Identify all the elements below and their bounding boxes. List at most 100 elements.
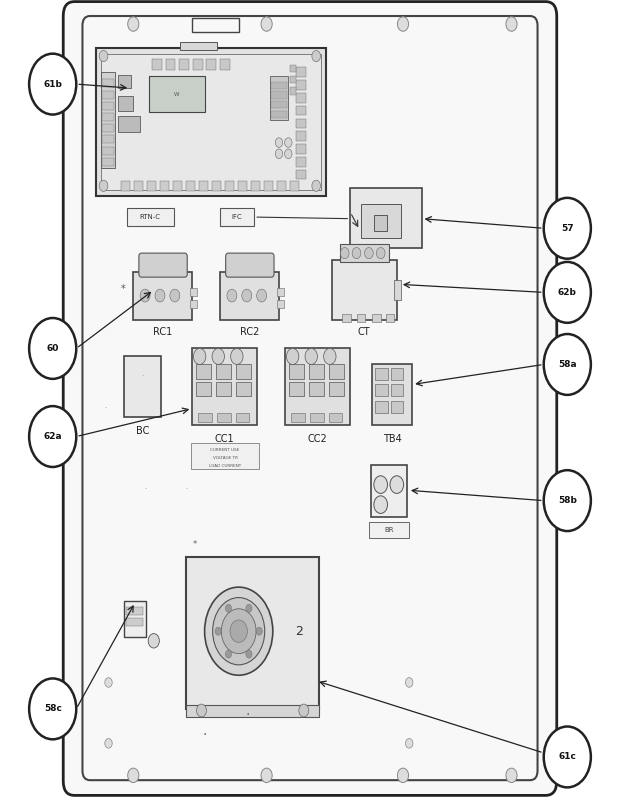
Bar bbox=[160, 181, 169, 191]
Bar bbox=[190, 288, 197, 296]
Bar bbox=[296, 80, 306, 90]
Circle shape bbox=[148, 634, 159, 648]
Bar bbox=[371, 465, 407, 517]
Text: ·: · bbox=[104, 405, 107, 412]
Bar bbox=[186, 557, 319, 709]
Bar bbox=[350, 188, 422, 248]
Text: *: * bbox=[120, 284, 125, 294]
Bar bbox=[375, 400, 388, 413]
Circle shape bbox=[29, 406, 76, 467]
Circle shape bbox=[374, 476, 388, 493]
Circle shape bbox=[261, 17, 272, 31]
Bar bbox=[102, 79, 114, 87]
Bar bbox=[271, 82, 287, 89]
Text: CURRENT USE: CURRENT USE bbox=[210, 449, 240, 452]
Circle shape bbox=[246, 604, 252, 612]
Circle shape bbox=[226, 650, 232, 658]
Bar bbox=[101, 54, 321, 190]
Bar bbox=[264, 181, 273, 191]
Text: IFC: IFC bbox=[232, 214, 242, 220]
Circle shape bbox=[29, 54, 76, 115]
Text: 62a: 62a bbox=[43, 432, 62, 441]
Bar bbox=[290, 181, 299, 191]
FancyBboxPatch shape bbox=[139, 253, 187, 277]
Circle shape bbox=[285, 138, 292, 147]
Bar bbox=[329, 413, 342, 422]
Bar bbox=[391, 400, 403, 413]
Circle shape bbox=[544, 470, 591, 531]
Text: 57: 57 bbox=[561, 223, 574, 233]
Text: TB4: TB4 bbox=[383, 434, 402, 444]
Bar bbox=[372, 314, 381, 322]
Bar bbox=[271, 101, 287, 108]
Bar bbox=[124, 356, 161, 417]
Circle shape bbox=[197, 704, 206, 717]
Bar bbox=[149, 76, 205, 112]
Bar bbox=[217, 413, 231, 422]
Bar bbox=[180, 42, 217, 50]
Bar bbox=[296, 144, 306, 154]
Circle shape bbox=[405, 739, 413, 748]
Bar bbox=[296, 106, 306, 115]
Text: 58c: 58c bbox=[44, 704, 61, 714]
Bar bbox=[342, 314, 351, 322]
Text: 61c: 61c bbox=[559, 752, 576, 762]
Circle shape bbox=[246, 650, 252, 658]
Circle shape bbox=[275, 138, 283, 147]
Bar bbox=[199, 181, 208, 191]
Bar bbox=[291, 413, 305, 422]
Bar bbox=[192, 18, 239, 32]
Text: LOAD CURRENT: LOAD CURRENT bbox=[209, 465, 241, 468]
Bar bbox=[225, 181, 234, 191]
Circle shape bbox=[155, 289, 165, 302]
Circle shape bbox=[105, 739, 112, 748]
Bar bbox=[186, 181, 195, 191]
Circle shape bbox=[205, 587, 273, 675]
Bar bbox=[126, 607, 143, 615]
Bar bbox=[220, 208, 254, 226]
Bar bbox=[369, 522, 409, 538]
Bar bbox=[173, 181, 182, 191]
Bar bbox=[220, 272, 279, 320]
Bar bbox=[289, 364, 304, 379]
Circle shape bbox=[227, 289, 237, 302]
Circle shape bbox=[29, 318, 76, 379]
Bar bbox=[236, 364, 251, 379]
Bar bbox=[179, 59, 189, 70]
Text: RC1: RC1 bbox=[153, 328, 172, 337]
Bar bbox=[271, 91, 287, 99]
Bar bbox=[198, 413, 212, 422]
Circle shape bbox=[285, 149, 292, 159]
Text: 58b: 58b bbox=[558, 496, 577, 505]
Circle shape bbox=[140, 289, 150, 302]
Bar bbox=[340, 244, 389, 262]
Bar bbox=[277, 300, 284, 308]
Bar bbox=[309, 364, 324, 379]
Bar bbox=[296, 119, 306, 128]
FancyBboxPatch shape bbox=[226, 253, 274, 277]
Bar bbox=[372, 364, 412, 425]
Bar bbox=[329, 364, 344, 379]
Bar bbox=[133, 272, 192, 320]
Circle shape bbox=[256, 627, 262, 635]
Circle shape bbox=[215, 627, 221, 635]
Bar bbox=[361, 204, 401, 238]
Circle shape bbox=[390, 476, 404, 493]
Text: W: W bbox=[174, 92, 179, 97]
Bar bbox=[118, 96, 133, 111]
Bar bbox=[310, 413, 324, 422]
Bar bbox=[296, 131, 306, 141]
Bar bbox=[220, 59, 230, 70]
Text: RTN-C: RTN-C bbox=[140, 214, 161, 220]
Bar bbox=[236, 413, 249, 422]
Text: ·: · bbox=[141, 373, 144, 380]
Circle shape bbox=[352, 248, 361, 259]
Circle shape bbox=[213, 598, 265, 665]
Bar bbox=[196, 382, 211, 396]
FancyBboxPatch shape bbox=[63, 2, 557, 795]
Bar bbox=[251, 181, 260, 191]
Circle shape bbox=[170, 289, 180, 302]
Bar bbox=[296, 170, 306, 179]
Text: CC1: CC1 bbox=[215, 434, 234, 444]
Bar bbox=[375, 368, 388, 380]
